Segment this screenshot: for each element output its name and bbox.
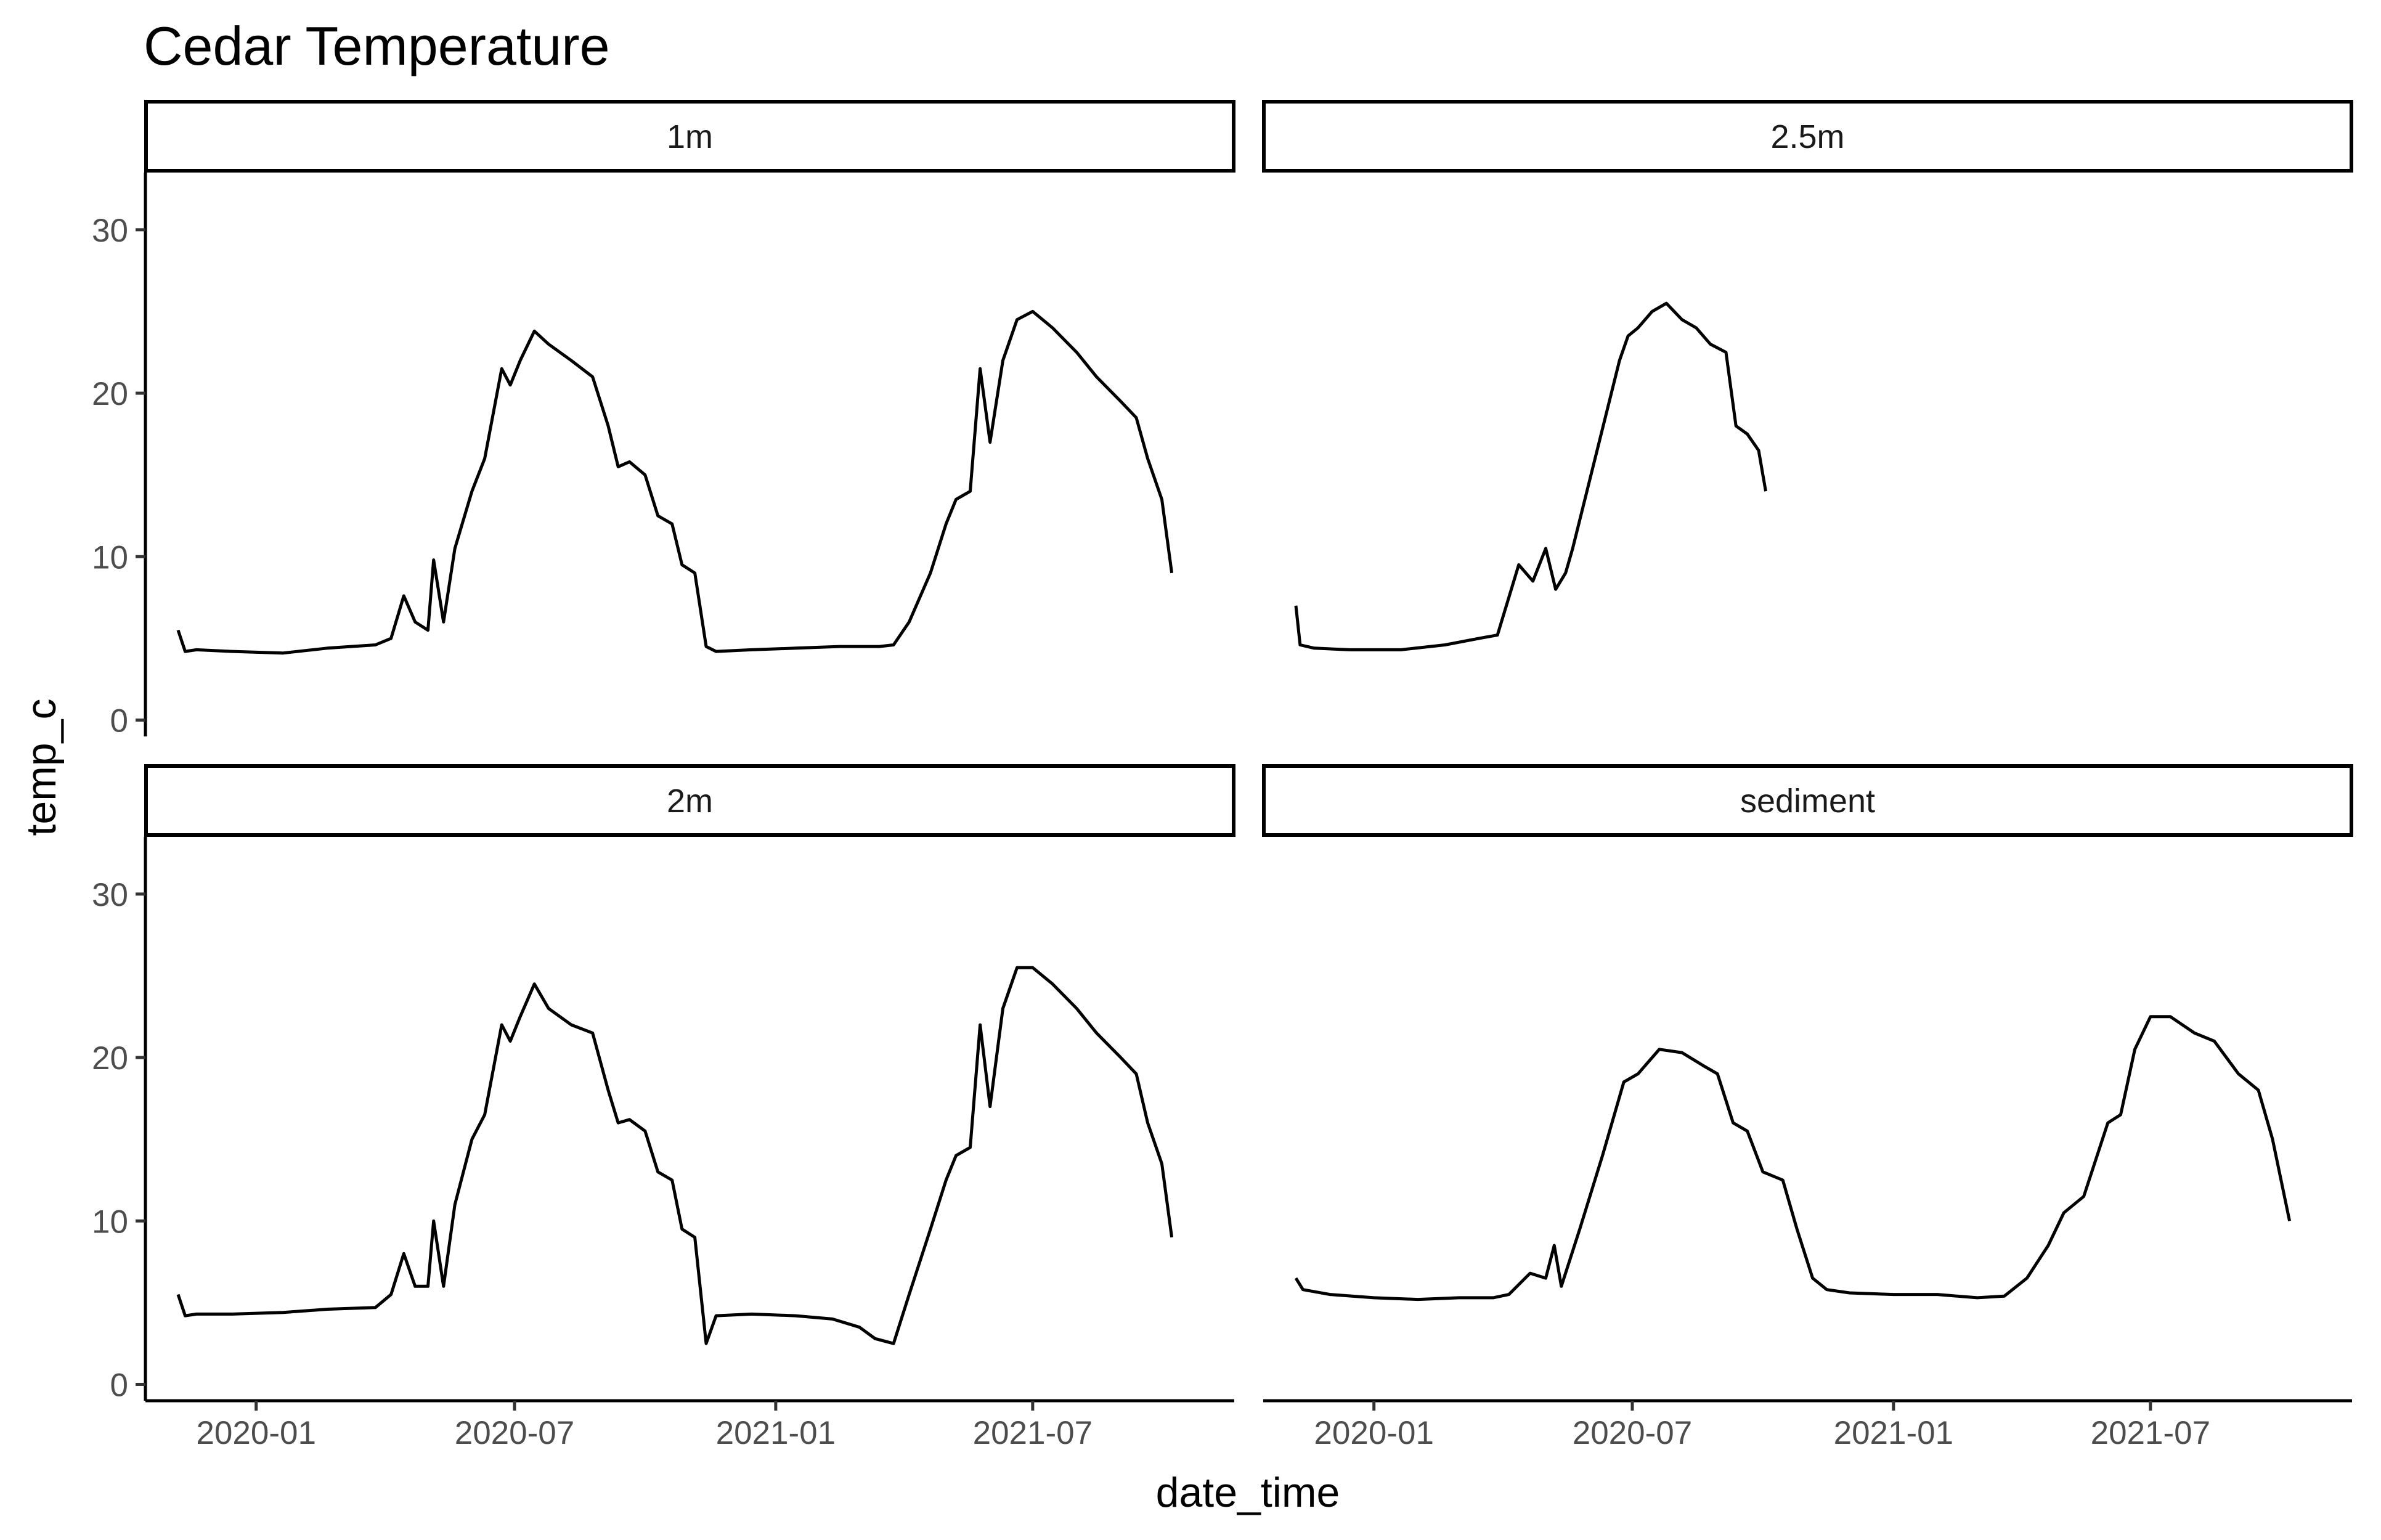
x-tick-label: 2020-07 — [455, 1415, 575, 1451]
y-tick-label: 10 — [92, 1204, 128, 1240]
facet-strip-label: 2.5m — [1770, 118, 1844, 155]
x-tick-label: 2020-01 — [1314, 1415, 1434, 1451]
y-tick-label: 0 — [110, 703, 128, 739]
series-line-sediment — [1294, 1015, 2292, 1302]
y-tick-label: 20 — [92, 376, 128, 412]
facet-strip-2m — [144, 764, 1235, 837]
x-axis-title: date_time — [1156, 1469, 1340, 1516]
facet-panel-2-5m: 2.5m — [1262, 100, 2353, 651]
chart-title: Cedar Temperature — [144, 15, 610, 76]
x-tick-label: 2021-07 — [973, 1415, 1093, 1451]
y-tick-label: 0 — [110, 1367, 128, 1403]
y-tick-label: 10 — [92, 539, 128, 576]
series-line-1m — [176, 309, 1174, 655]
facet-strip-label: sediment — [1740, 783, 1875, 820]
x-tick-label: 2021-01 — [1834, 1415, 1954, 1451]
facet-panel-1m: 1m 0 10 20 30 — [92, 100, 1235, 739]
facet-strip-2-5m — [1262, 100, 2353, 173]
facet-panel-2m: 2m 0 10 20 30 2020-01 2020-07 2021-01 2021-07 — [92, 764, 1235, 1451]
facet-strip-label: 1m — [667, 118, 713, 155]
facet-strip-sediment — [1262, 764, 2353, 837]
series-line-2-5m — [1294, 301, 1767, 651]
facet-panel-sediment: sediment 2020-01 2020-07 2021-01 2021-07 — [1262, 764, 2353, 1451]
x-tick-label: 2021-07 — [2091, 1415, 2211, 1451]
y-axis-title: temp_c — [18, 699, 65, 836]
y-tick-label: 20 — [92, 1040, 128, 1077]
series-line-2m — [176, 966, 1174, 1345]
x-tick-label: 2021-01 — [716, 1415, 836, 1451]
x-tick-label: 2020-07 — [1573, 1415, 1693, 1451]
x-tick-label: 2020-01 — [196, 1415, 316, 1451]
y-tick-label: 30 — [92, 877, 128, 913]
y-tick-label: 30 — [92, 213, 128, 249]
facet-strip-label: 2m — [667, 783, 713, 820]
facet-panels: 1m 0 10 20 30 2.5m 2m 0 10 20 30 2020-01 2020-07 2021… — [92, 100, 2353, 1451]
facet-strip-1m — [144, 100, 1235, 173]
